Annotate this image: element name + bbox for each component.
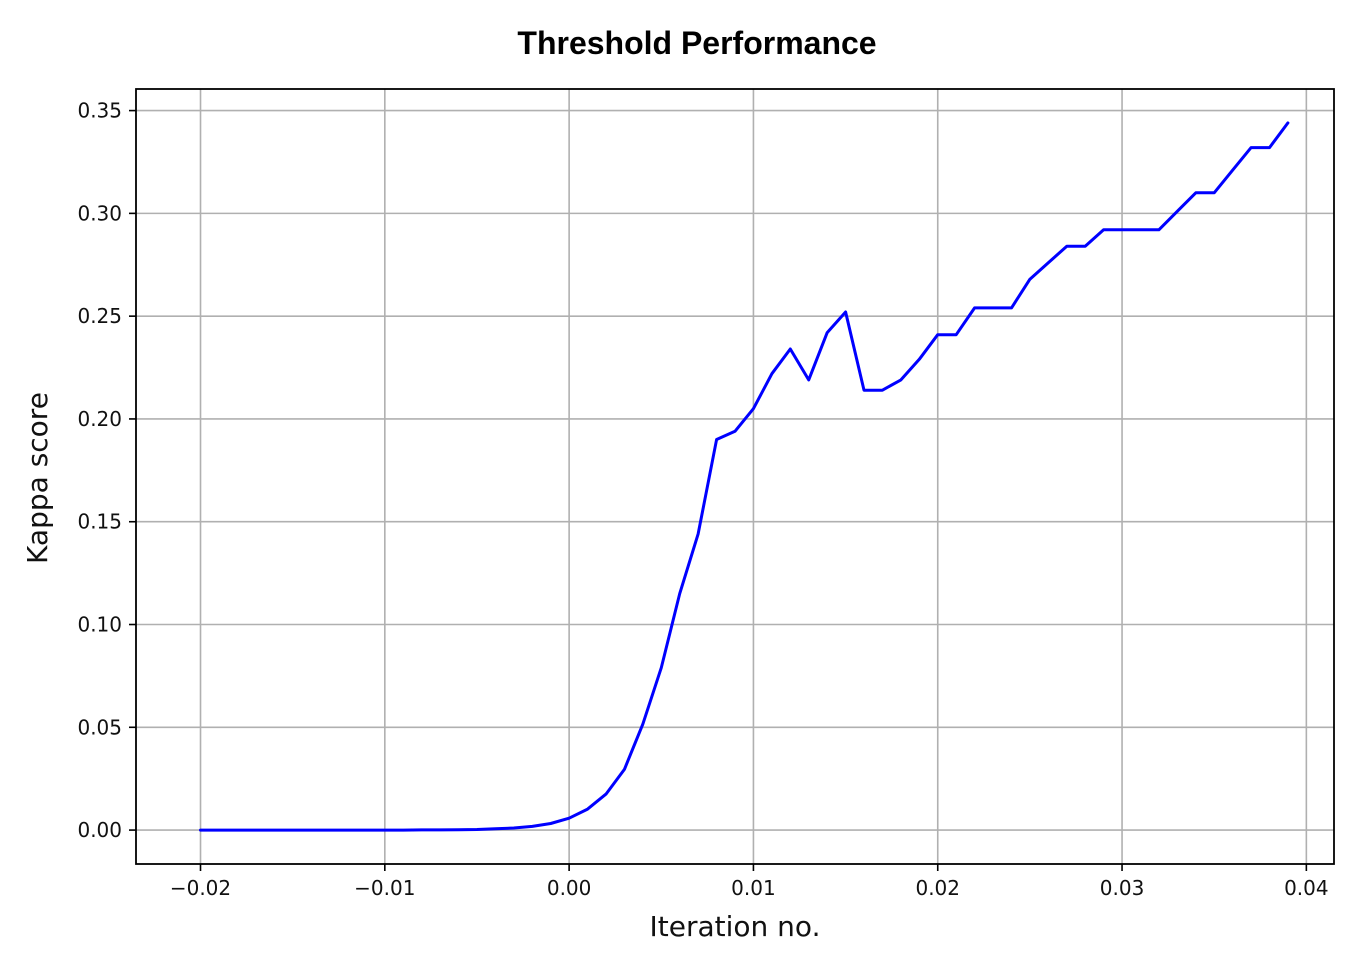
y-tick-label: 0.05 xyxy=(77,715,122,739)
x-tick-label: 0.02 xyxy=(915,876,960,900)
y-tick-label: 0.30 xyxy=(77,201,122,225)
grid-lines xyxy=(136,89,1334,864)
x-axis-label: Iteration no. xyxy=(650,910,821,943)
y-tick-label: 0.35 xyxy=(77,99,122,123)
x-tick-label: −0.01 xyxy=(354,876,415,900)
series-layer xyxy=(199,121,1290,832)
axis-ticks: −0.02 −0.01 0.00 0.01 0.02 0.03 0.04 0.00 0.05 0.… xyxy=(77,99,1328,900)
x-tick-label: 0.03 xyxy=(1100,876,1145,900)
y-tick-label: 0.20 xyxy=(77,407,122,431)
x-tick-label: 0.04 xyxy=(1284,876,1329,900)
kappa-score-line xyxy=(199,121,1290,832)
x-tick-label: 0.01 xyxy=(731,876,776,900)
y-tick-label: 0.10 xyxy=(77,613,122,637)
chart-title: Threshold Performance xyxy=(517,25,876,61)
plot-frame xyxy=(135,88,1335,865)
x-tick-label: 0.00 xyxy=(547,876,592,900)
y-tick-label: 0.00 xyxy=(77,818,122,842)
y-axis-label: Kappa score xyxy=(21,392,54,564)
y-tick-label: 0.15 xyxy=(77,510,122,534)
y-tick-label: 0.25 xyxy=(77,304,122,328)
x-tick-label: −0.02 xyxy=(170,876,231,900)
